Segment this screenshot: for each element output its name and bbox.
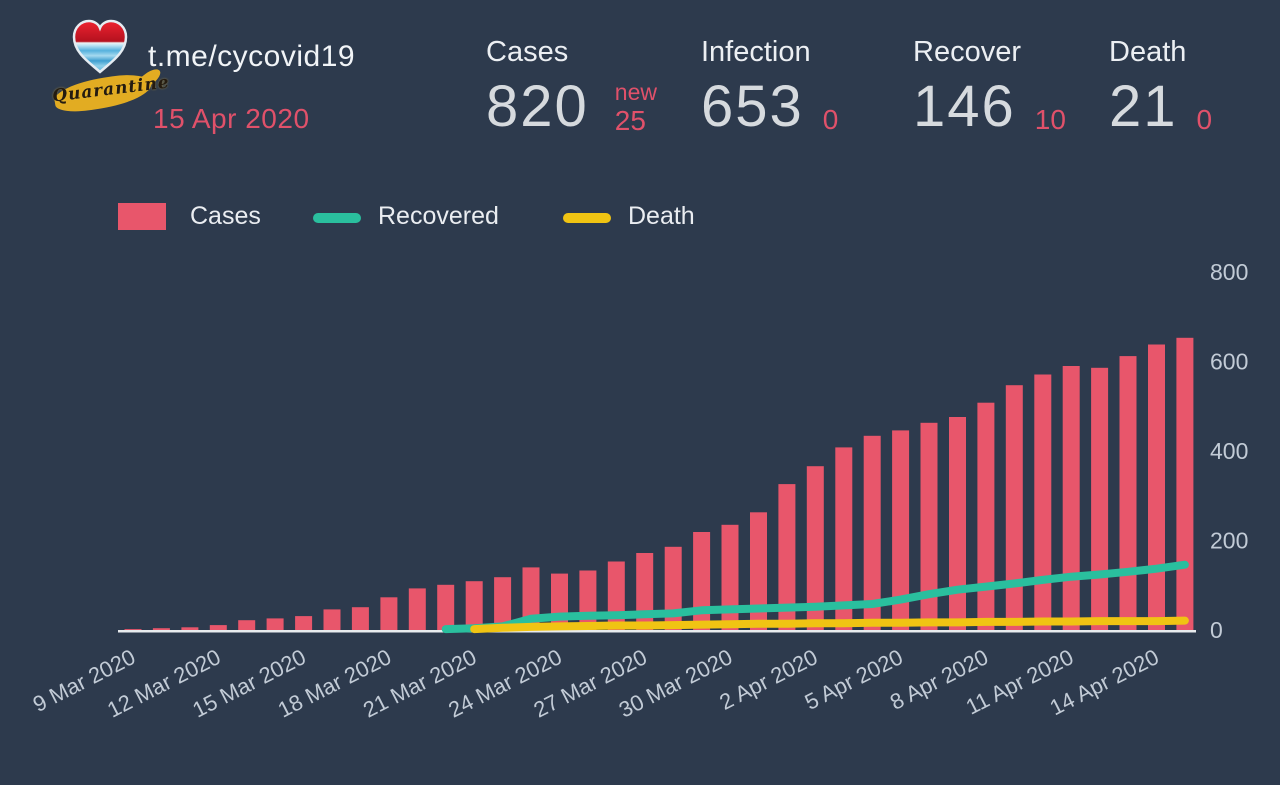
- bar-12-Apr-2020: [1091, 367, 1109, 630]
- bar-13-Apr-2020: [1119, 356, 1137, 630]
- death-line: [470, 616, 1189, 634]
- bar-7-Apr-2020: [949, 417, 966, 630]
- y-tick-label: 0: [1210, 617, 1223, 643]
- bar-9-Mar-2020: [124, 629, 142, 630]
- y-tick-label: 600: [1210, 349, 1248, 375]
- bar-13-Mar-2020: [238, 620, 256, 630]
- stat-value: 653: [701, 74, 804, 139]
- bar-21-Mar-2020: [465, 581, 483, 630]
- bar-12-Mar-2020: [209, 625, 227, 630]
- bar-15-Apr-2020: [1176, 337, 1194, 630]
- stat-value: 820: [486, 74, 589, 139]
- y-tick-label: 400: [1210, 438, 1248, 464]
- legend-label: Cases: [190, 202, 261, 230]
- stat-label: Cases: [486, 36, 569, 68]
- bar-4-Apr-2020: [863, 435, 881, 630]
- bar-5-Apr-2020: [892, 430, 910, 630]
- legend-label: Death: [628, 202, 695, 230]
- recovered-line: [441, 560, 1189, 634]
- y-tick-label: 800: [1210, 259, 1248, 285]
- bar-10-Mar-2020: [152, 628, 170, 630]
- legend-item-cases: Cases: [118, 202, 261, 231]
- recovered-swatch: [313, 212, 361, 223]
- legend-item-recovered: Recovered: [313, 202, 499, 231]
- bar-14-Mar-2020: [266, 618, 284, 630]
- y-tick-label: 200: [1210, 528, 1248, 554]
- x-axis-line: [118, 630, 1196, 633]
- bar-18-Mar-2020: [380, 597, 398, 630]
- bar-19-Mar-2020: [408, 588, 426, 630]
- bar-17-Mar-2020: [351, 607, 369, 630]
- stat-delta-label: new: [614, 79, 657, 106]
- stat-label: Infection: [701, 36, 811, 68]
- bar-29-Mar-2020: [693, 532, 711, 630]
- bar-20-Mar-2020: [437, 584, 455, 630]
- bar-16-Mar-2020: [323, 609, 341, 630]
- death-swatch: [563, 212, 611, 223]
- stat-delta: 0: [1196, 104, 1213, 135]
- bar-14-Apr-2020: [1148, 344, 1165, 630]
- bar-24-Mar-2020: [551, 573, 568, 630]
- stat-label: Death: [1109, 36, 1187, 68]
- bar-2-Apr-2020: [806, 466, 824, 630]
- stat-label: Recover: [913, 36, 1021, 68]
- bar-6-Apr-2020: [920, 422, 938, 630]
- stat-cases: Cases 820 new 25: [486, 36, 657, 136]
- bar-9-Apr-2020: [1005, 385, 1023, 630]
- bar-23-Mar-2020: [522, 567, 540, 630]
- legend-label: Recovered: [378, 202, 499, 230]
- quarantine-logo: Quarantine: [51, 18, 171, 118]
- cases-swatch: [118, 203, 166, 230]
- bar-11-Mar-2020: [181, 627, 199, 630]
- chart-legend: Cases Recovered Death: [0, 200, 1280, 240]
- channel-link[interactable]: t.me/cycovid19: [148, 40, 356, 73]
- stat-delta: 0: [822, 104, 839, 135]
- bar-22-Mar-2020: [494, 577, 512, 630]
- stat-recover: Recover 146 10: [913, 36, 1066, 136]
- report-date: 15 Apr 2020: [153, 103, 310, 134]
- bar-11-Apr-2020: [1062, 366, 1080, 630]
- heart-flag-icon: [72, 19, 128, 74]
- bar-30-Mar-2020: [721, 524, 739, 630]
- bar-3-Apr-2020: [835, 447, 853, 630]
- legend-item-death: Death: [563, 202, 695, 231]
- bar-10-Apr-2020: [1034, 374, 1052, 630]
- stat-infection: Infection 653 0: [701, 36, 838, 136]
- bar-26-Mar-2020: [607, 561, 625, 630]
- bar-31-Mar-2020: [750, 512, 767, 630]
- stat-delta: 10: [1034, 104, 1066, 135]
- bar-8-Apr-2020: [977, 402, 995, 630]
- stat-value: 146: [913, 74, 1016, 139]
- bar-25-Mar-2020: [579, 570, 597, 630]
- bar-1-Apr-2020: [778, 484, 796, 630]
- stat-delta: 25: [614, 104, 646, 136]
- bar-15-Mar-2020: [295, 616, 313, 630]
- stat-death: Death 21 0: [1109, 36, 1212, 136]
- stat-value: 21: [1109, 74, 1178, 139]
